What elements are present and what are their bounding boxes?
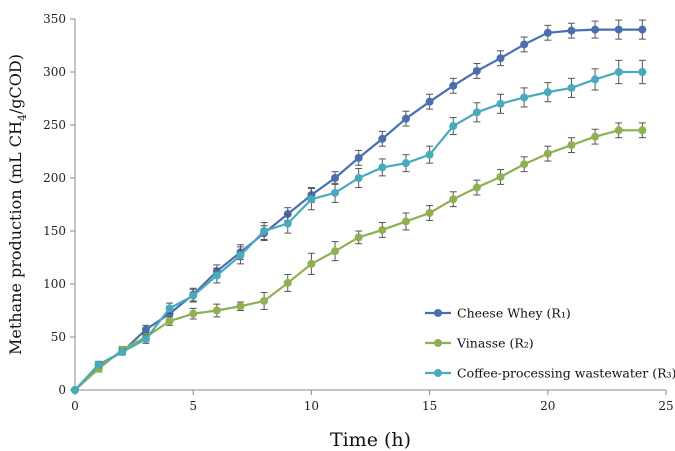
data-point bbox=[212, 271, 221, 280]
data-point bbox=[567, 141, 576, 150]
data-point bbox=[307, 259, 316, 268]
data-point bbox=[189, 309, 198, 318]
x-tick-label: 20 bbox=[540, 399, 555, 413]
series-layer bbox=[71, 19, 647, 394]
series-line bbox=[74, 28, 643, 391]
data-point bbox=[591, 25, 600, 34]
legend-item-1: Cheese Whey (R₁) bbox=[425, 306, 571, 321]
data-point bbox=[260, 296, 269, 305]
series-3 bbox=[71, 59, 647, 394]
data-point bbox=[425, 97, 434, 106]
data-point bbox=[449, 122, 458, 131]
data-point bbox=[236, 302, 245, 311]
data-point bbox=[614, 25, 623, 34]
x-axis-title: Time (h) bbox=[330, 429, 411, 451]
data-point bbox=[591, 75, 600, 84]
data-point bbox=[543, 88, 552, 97]
legend-swatch-marker bbox=[434, 369, 442, 377]
data-point bbox=[401, 217, 410, 226]
legend-swatch-marker bbox=[434, 309, 442, 317]
y-axis-title-main: Methane production (mL CH bbox=[6, 121, 25, 355]
data-point bbox=[425, 208, 434, 217]
data-point bbox=[165, 304, 174, 313]
data-point bbox=[543, 28, 552, 37]
axes bbox=[70, 18, 667, 395]
x-tick-label: 0 bbox=[71, 399, 79, 413]
data-point bbox=[331, 174, 340, 182]
y-tick-label: 200 bbox=[43, 171, 66, 185]
data-point bbox=[401, 114, 410, 123]
data-point bbox=[354, 153, 363, 162]
data-point bbox=[378, 225, 387, 234]
data-point bbox=[189, 291, 198, 300]
legend-label: Cheese Whey (R₁) bbox=[457, 306, 571, 321]
data-point bbox=[638, 68, 647, 76]
data-point bbox=[591, 132, 600, 141]
y-axis-title-suffix: /gCOD) bbox=[6, 54, 25, 114]
data-point bbox=[567, 83, 576, 92]
data-point bbox=[638, 126, 647, 135]
data-point bbox=[307, 195, 316, 204]
data-point bbox=[449, 195, 458, 204]
x-tick-label: 5 bbox=[189, 399, 197, 413]
x-tick-labels: 0 5 10 15 20 25 bbox=[71, 399, 673, 413]
data-point bbox=[354, 233, 363, 242]
data-point bbox=[94, 360, 103, 369]
data-point bbox=[614, 126, 623, 135]
data-point bbox=[354, 174, 363, 182]
y-axis-title: Methane production (mL CH4/gCOD) bbox=[6, 54, 29, 355]
legend-item-3: Coffee-processing wastewater (R₃) bbox=[425, 366, 675, 381]
data-point bbox=[543, 149, 552, 158]
data-point bbox=[165, 317, 174, 326]
data-point bbox=[378, 134, 387, 143]
data-point bbox=[401, 159, 410, 168]
y-tick-label: 300 bbox=[43, 65, 66, 79]
legend-swatch-marker bbox=[434, 339, 442, 347]
data-point bbox=[614, 68, 623, 76]
series-2 bbox=[71, 122, 647, 394]
data-point bbox=[472, 183, 481, 192]
y-tick-label: 50 bbox=[51, 330, 66, 344]
y-tick-label: 350 bbox=[43, 12, 66, 26]
data-point bbox=[520, 160, 529, 169]
data-point bbox=[567, 26, 576, 35]
data-point bbox=[141, 325, 150, 334]
y-tick-label: 150 bbox=[43, 224, 66, 238]
data-point bbox=[331, 188, 340, 197]
data-point bbox=[141, 335, 150, 344]
legend: Cheese Whey (R₁) Vinasse (R₂) Coffee-proce… bbox=[425, 306, 675, 381]
data-point bbox=[236, 251, 245, 260]
data-point bbox=[449, 81, 458, 90]
data-point bbox=[283, 278, 292, 287]
x-tick-label: 10 bbox=[304, 399, 319, 413]
x-tick-label: 15 bbox=[422, 399, 437, 413]
data-point bbox=[472, 108, 481, 117]
y-tick-labels: 0 50 100 150 200 250 300 350 bbox=[43, 12, 66, 397]
data-point bbox=[496, 172, 505, 181]
data-point bbox=[71, 386, 79, 394]
x-tick-label: 25 bbox=[658, 399, 673, 413]
data-point bbox=[118, 347, 127, 356]
data-point bbox=[260, 227, 269, 235]
data-point bbox=[520, 40, 529, 49]
y-tick-label: 0 bbox=[58, 383, 66, 397]
series-1 bbox=[71, 19, 647, 394]
data-point bbox=[496, 54, 505, 63]
legend-label: Vinasse (R₂) bbox=[456, 336, 534, 351]
data-point bbox=[283, 219, 292, 228]
y-tick-label: 100 bbox=[43, 277, 66, 291]
data-point bbox=[496, 99, 505, 108]
data-point bbox=[520, 93, 529, 102]
legend-item-2: Vinasse (R₂) bbox=[425, 336, 534, 351]
data-point bbox=[212, 306, 221, 315]
y-axis-title-subscript: 4 bbox=[16, 114, 29, 121]
data-point bbox=[472, 66, 481, 75]
data-point bbox=[638, 25, 647, 34]
data-point bbox=[425, 150, 434, 159]
legend-label: Coffee-processing wastewater (R₃) bbox=[457, 366, 675, 381]
data-point bbox=[378, 163, 387, 172]
data-point bbox=[331, 247, 340, 256]
y-tick-label: 250 bbox=[43, 118, 66, 132]
